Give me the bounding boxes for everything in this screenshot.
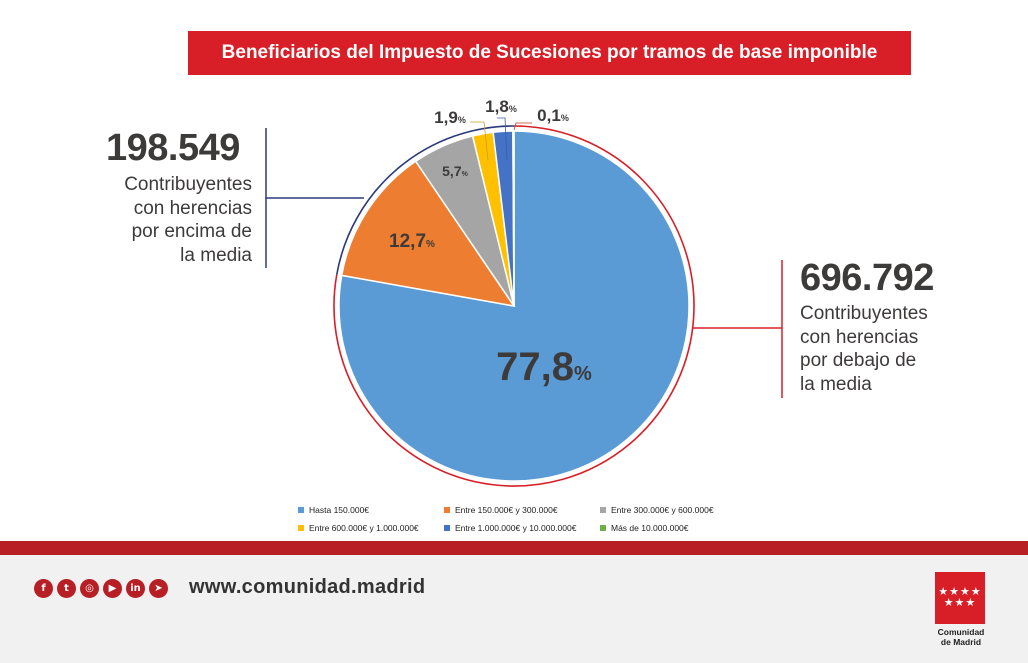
legend-swatch xyxy=(444,507,450,513)
legend-item: Hasta 150.000€ xyxy=(298,505,444,515)
website-link[interactable]: www.comunidad.madrid xyxy=(189,576,426,598)
left-desc-line: la media xyxy=(180,244,252,266)
legend-label: Entre 1.000.000€ y 10.000.000€ xyxy=(455,523,577,533)
logo-text: Comunidad de Madrid xyxy=(925,627,997,647)
right-desc-line: la media xyxy=(800,373,872,395)
legend-item: Entre 1.000.000€ y 10.000.000€ xyxy=(444,523,600,533)
legend-label: Entre 150.000€ y 300.000€ xyxy=(455,505,558,515)
slice-leader-line xyxy=(513,122,532,131)
legend-label: Hasta 150.000€ xyxy=(309,505,370,515)
footer-divider-bar xyxy=(0,541,1028,555)
legend-label: Más de 10.000.000€ xyxy=(611,523,689,533)
legend-item: Entre 300.000€ y 600.000€ xyxy=(600,505,760,515)
logo-line: Comunidad xyxy=(937,627,985,637)
legend-swatch xyxy=(600,507,606,513)
left-desc-line: Contribuyentes xyxy=(124,174,252,195)
legend-item: Entre 600.000€ y 1.000.000€ xyxy=(298,523,444,533)
logo-stars-icon: ★★★★ ★★★ xyxy=(938,586,982,609)
comunidad-madrid-logo: ★★★★ ★★★ xyxy=(935,572,985,624)
legend-item: Más de 10.000.000€ xyxy=(600,523,760,533)
left-desc-line: con herencias xyxy=(133,197,252,219)
legend-label: Entre 600.000€ y 1.000.000€ xyxy=(309,523,419,533)
instagram-icon[interactable]: ◎ xyxy=(80,579,99,598)
left-desc-line: por encima de xyxy=(131,221,252,242)
right-desc-line: Contribuyentes xyxy=(800,303,928,324)
legend-swatch xyxy=(298,525,304,531)
left-connector-line xyxy=(265,128,364,199)
footer xyxy=(0,555,1028,663)
right-count: 696.792 xyxy=(800,257,934,299)
twitter-icon[interactable]: t xyxy=(57,579,76,598)
social-links: f t ◎ ▶ in ➤ xyxy=(34,579,168,598)
legend-swatch xyxy=(298,507,304,513)
below-average-arc xyxy=(333,125,695,487)
slice-value-label: 12,7% xyxy=(389,231,435,252)
slice-leader-line xyxy=(470,121,489,161)
legend-item: Entre 150.000€ y 300.000€ xyxy=(444,505,600,515)
slice-value-label: 0,1% xyxy=(537,106,569,125)
right-desc-line: por debajo de xyxy=(800,350,917,371)
telegram-icon[interactable]: ➤ xyxy=(149,579,168,598)
slice-value-label: 5,7% xyxy=(442,163,468,179)
slice-value-label: 1,9% xyxy=(434,108,466,127)
above-average-arc xyxy=(335,125,515,275)
left-description: Contribuyentes con herencias por encima … xyxy=(96,173,252,267)
slice-value-label: 1,8% xyxy=(485,97,517,116)
right-desc-line: con herencias xyxy=(800,326,919,348)
linkedin-icon[interactable]: in xyxy=(126,579,145,598)
slice-value-label: 77,8% xyxy=(496,345,592,389)
facebook-icon[interactable]: f xyxy=(34,579,53,598)
right-description: Contribuyentes con herencias por debajo … xyxy=(800,302,970,396)
pie-chart: 77,8% 12,7% 5,7% 1,9% 1,8% 0,1% xyxy=(265,97,783,487)
legend-label: Entre 300.000€ y 600.000€ xyxy=(611,505,714,515)
legend-swatch xyxy=(600,525,606,531)
youtube-icon[interactable]: ▶ xyxy=(103,579,122,598)
slice-leader-line xyxy=(497,117,508,161)
legend-swatch xyxy=(444,525,450,531)
logo-line: de Madrid xyxy=(940,636,982,647)
pie-slice xyxy=(340,160,516,308)
chart-title: Beneficiarios del Impuesto de Sucesiones… xyxy=(188,31,911,75)
right-connector-line xyxy=(692,260,783,398)
chart-legend: Hasta 150.000€ Entre 150.000€ y 300.000€… xyxy=(298,505,768,533)
pie-slice xyxy=(512,130,515,307)
left-count: 198.549 xyxy=(106,127,240,169)
